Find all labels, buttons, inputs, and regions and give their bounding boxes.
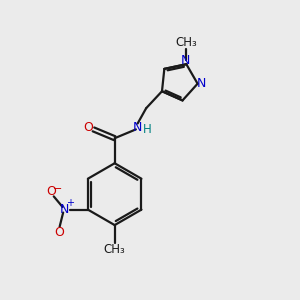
Text: N: N: [60, 203, 70, 216]
Text: +: +: [66, 198, 74, 208]
Text: O: O: [83, 121, 93, 134]
Text: N: N: [133, 121, 142, 134]
Text: −: −: [52, 184, 62, 194]
Text: CH₃: CH₃: [176, 36, 197, 49]
Text: H: H: [143, 124, 152, 136]
Text: CH₃: CH₃: [104, 243, 125, 256]
Text: N: N: [197, 77, 206, 90]
Text: N: N: [181, 54, 190, 67]
Text: O: O: [46, 184, 56, 198]
Text: O: O: [55, 226, 64, 239]
